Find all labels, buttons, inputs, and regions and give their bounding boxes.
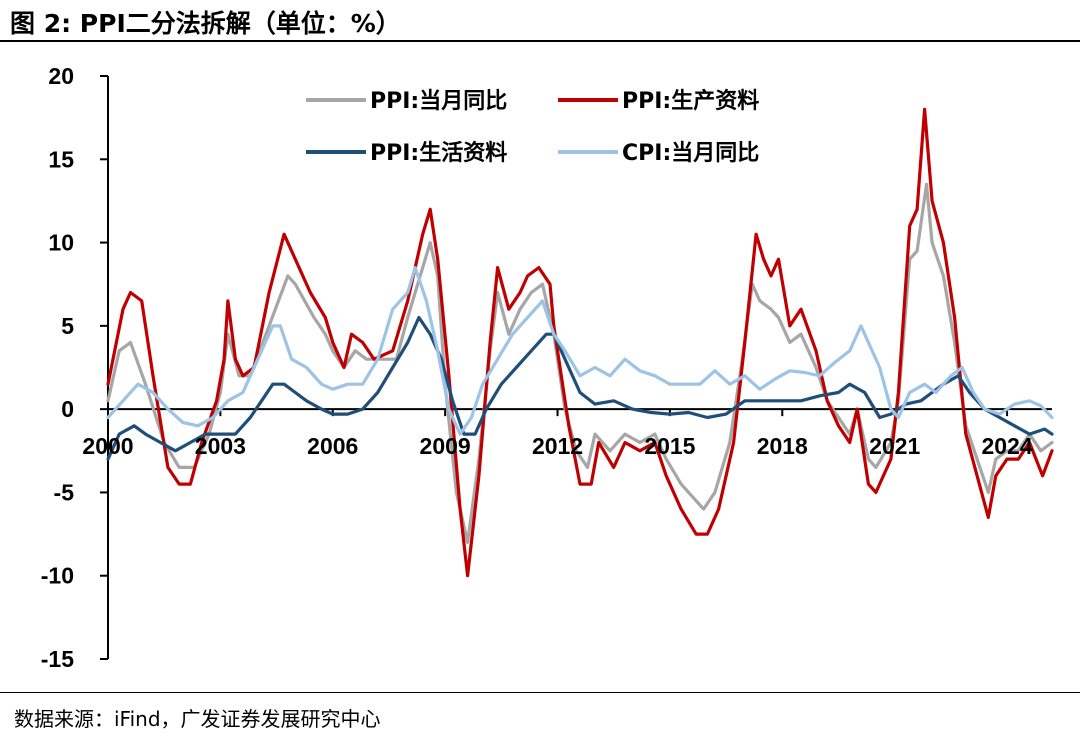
series-layer: 2000 2003 2006 2009 2012 2015 2018 2021 2024 [82, 107, 1054, 578]
page-title: 图 2: PPI二分法拆解（单位：%） [10, 9, 401, 38]
y-tick-label: 15 [48, 146, 74, 172]
y-tick-label: -5 [54, 479, 75, 505]
legend-label: CPI:当月同比 [622, 141, 759, 166]
x-tick-label: 2012 [532, 433, 583, 459]
x-tick-label: 2009 [420, 433, 471, 459]
x-tick-label: 2000 [82, 433, 133, 459]
x-tick-label: 2021 [869, 433, 920, 459]
y-tick-label: -15 [41, 646, 74, 672]
legend: PPI:当月同比 PPI:生产资料 PPI:生活资料 CPI:当月同比 [306, 89, 759, 166]
series-line-1 [106, 182, 1054, 544]
source-rule [0, 692, 1080, 693]
x-tick-label: 2018 [757, 433, 808, 459]
source-note: 数据来源：iFind，广发证券发展研究中心 [14, 707, 381, 731]
y-tick-label: -10 [41, 563, 74, 589]
x-tick-label: 2006 [307, 433, 358, 459]
y-tick-label: 0 [61, 396, 74, 422]
series-line-4 [106, 266, 1054, 436]
legend-label: PPI:当月同比 [370, 89, 507, 114]
y-tick-label: 5 [61, 313, 74, 339]
x-tick-label: 2003 [195, 433, 246, 459]
x-tick-label: 2015 [644, 433, 695, 459]
y-tick-label: 20 [48, 63, 74, 89]
y-tick-label: 10 [48, 230, 74, 256]
legend-label: PPI:生产资料 [622, 89, 759, 114]
series-line-2 [106, 107, 1054, 578]
legend-label: PPI:生活资料 [370, 141, 507, 166]
title-rule [0, 40, 1080, 42]
x-tick-label: 2024 [981, 433, 1032, 459]
